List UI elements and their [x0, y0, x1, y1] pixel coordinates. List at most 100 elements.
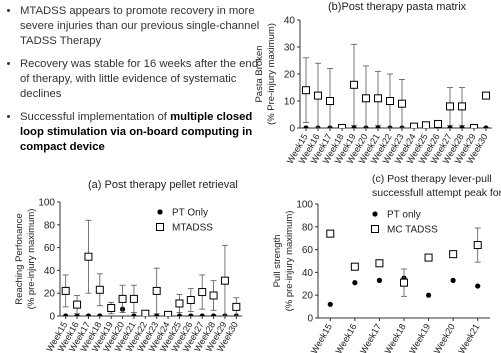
plot-area [61, 219, 241, 316]
x-tick-label: Week19 [407, 322, 432, 353]
y-tick-label: 60 [44, 243, 56, 254]
y-tick-label: 80 [44, 220, 56, 231]
data-point [164, 310, 173, 316]
y-tick-label: 80 [302, 222, 314, 233]
chart-title: (c) Post therapy lever-pull [372, 173, 492, 185]
data-point [482, 91, 490, 100]
legend-marker [157, 209, 163, 215]
legend-label: PT only [387, 210, 421, 221]
data-point [232, 302, 241, 311]
x-tick-label: Week15 [309, 322, 334, 353]
y-tick-label: 40 [302, 268, 314, 279]
data-point [199, 313, 205, 316]
data-point [97, 313, 103, 316]
data-point [446, 102, 454, 111]
data-point [186, 296, 195, 305]
data-point [95, 285, 104, 294]
x-tick-label: Week16 [333, 322, 358, 353]
legend-marker [372, 211, 378, 217]
data-point [362, 94, 370, 103]
y-tick-label: 60 [302, 245, 314, 256]
data-point [302, 86, 310, 95]
y-tick-label: 100 [38, 198, 55, 209]
data-point [73, 300, 82, 309]
data-point [63, 313, 69, 316]
y-tick-label: 0 [289, 124, 295, 135]
plot-area [326, 227, 482, 307]
legend-marker [156, 223, 164, 231]
y-tick-label: 0 [307, 314, 313, 325]
chart-title: (b)Post therapy pasta matrix [328, 1, 467, 13]
data-point [434, 119, 442, 128]
plot-area [302, 43, 490, 128]
data-point [483, 125, 489, 128]
x-tick-label: Week18 [383, 322, 408, 353]
data-point [326, 229, 335, 238]
data-point [129, 294, 138, 303]
data-point [374, 94, 382, 103]
x-tick-label: Week17 [358, 322, 383, 353]
data-point [475, 283, 481, 289]
y-axis-label: (% pre-injury maximum) [284, 211, 295, 312]
data-point [131, 313, 137, 316]
bullet-text: multiple closed loop stimulation via on-… [20, 111, 253, 153]
data-point [350, 262, 359, 271]
y-axis-label: Pasta Broken [254, 45, 265, 102]
data-point [424, 253, 433, 262]
legend-marker [371, 225, 379, 233]
data-point [118, 294, 127, 303]
data-point [210, 313, 217, 316]
bullet: MTADSS appears to promote recovery in mo… [20, 4, 268, 49]
data-point [425, 292, 432, 298]
data-point [375, 259, 384, 268]
data-point [326, 97, 334, 105]
data-point [400, 278, 408, 287]
data-point [303, 125, 309, 128]
data-point [449, 250, 458, 259]
data-point [188, 313, 194, 316]
y-tick-label: 40 [284, 16, 296, 27]
data-point [327, 301, 333, 307]
bullet-list: MTADSS appears to promote recovery in mo… [6, 4, 268, 163]
data-point [386, 97, 394, 105]
data-point [473, 241, 482, 250]
data-point [410, 122, 418, 128]
bullet-text: Recovery was stable for 16 weeks after t… [20, 58, 258, 100]
data-point [376, 277, 383, 283]
x-tick-label: Week20 [432, 322, 457, 353]
data-point [141, 309, 150, 316]
bullet-text: Successful implementation of [20, 111, 171, 123]
y-tick-label: 20 [284, 70, 296, 81]
data-point [176, 313, 183, 316]
data-point [351, 125, 357, 128]
y-tick-label: 20 [44, 289, 56, 300]
y-tick-label: 40 [44, 266, 56, 277]
data-point [152, 286, 161, 295]
data-point [447, 125, 453, 128]
data-point [220, 276, 229, 285]
bullet-text: MTADSS appears to promote recovery in mo… [20, 5, 260, 47]
x-tick-label: Week21 [456, 322, 481, 353]
data-point [422, 121, 430, 128]
data-point [175, 299, 184, 308]
legend-label: MTADSS [172, 223, 213, 234]
data-point [198, 288, 207, 297]
chart-title: (a) Post therapy pellet retrieval [88, 179, 238, 191]
y-axis-label: (% pre-injury maximum) [26, 209, 37, 310]
data-point [398, 99, 406, 108]
data-point [352, 280, 358, 286]
y-tick-label: 30 [284, 43, 296, 54]
bullet: Successful implementation of multiple cl… [20, 110, 268, 155]
data-point [107, 304, 116, 313]
data-point [84, 252, 93, 261]
data-point [85, 313, 92, 316]
y-axis-label: (% Pre-injury maximum) [266, 23, 277, 125]
y-tick-label: 100 [296, 200, 313, 211]
chart-title: successfull attempt peak force [372, 187, 501, 199]
data-point [61, 286, 70, 295]
data-point [338, 124, 346, 128]
data-point [458, 102, 466, 111]
data-point [350, 80, 358, 89]
